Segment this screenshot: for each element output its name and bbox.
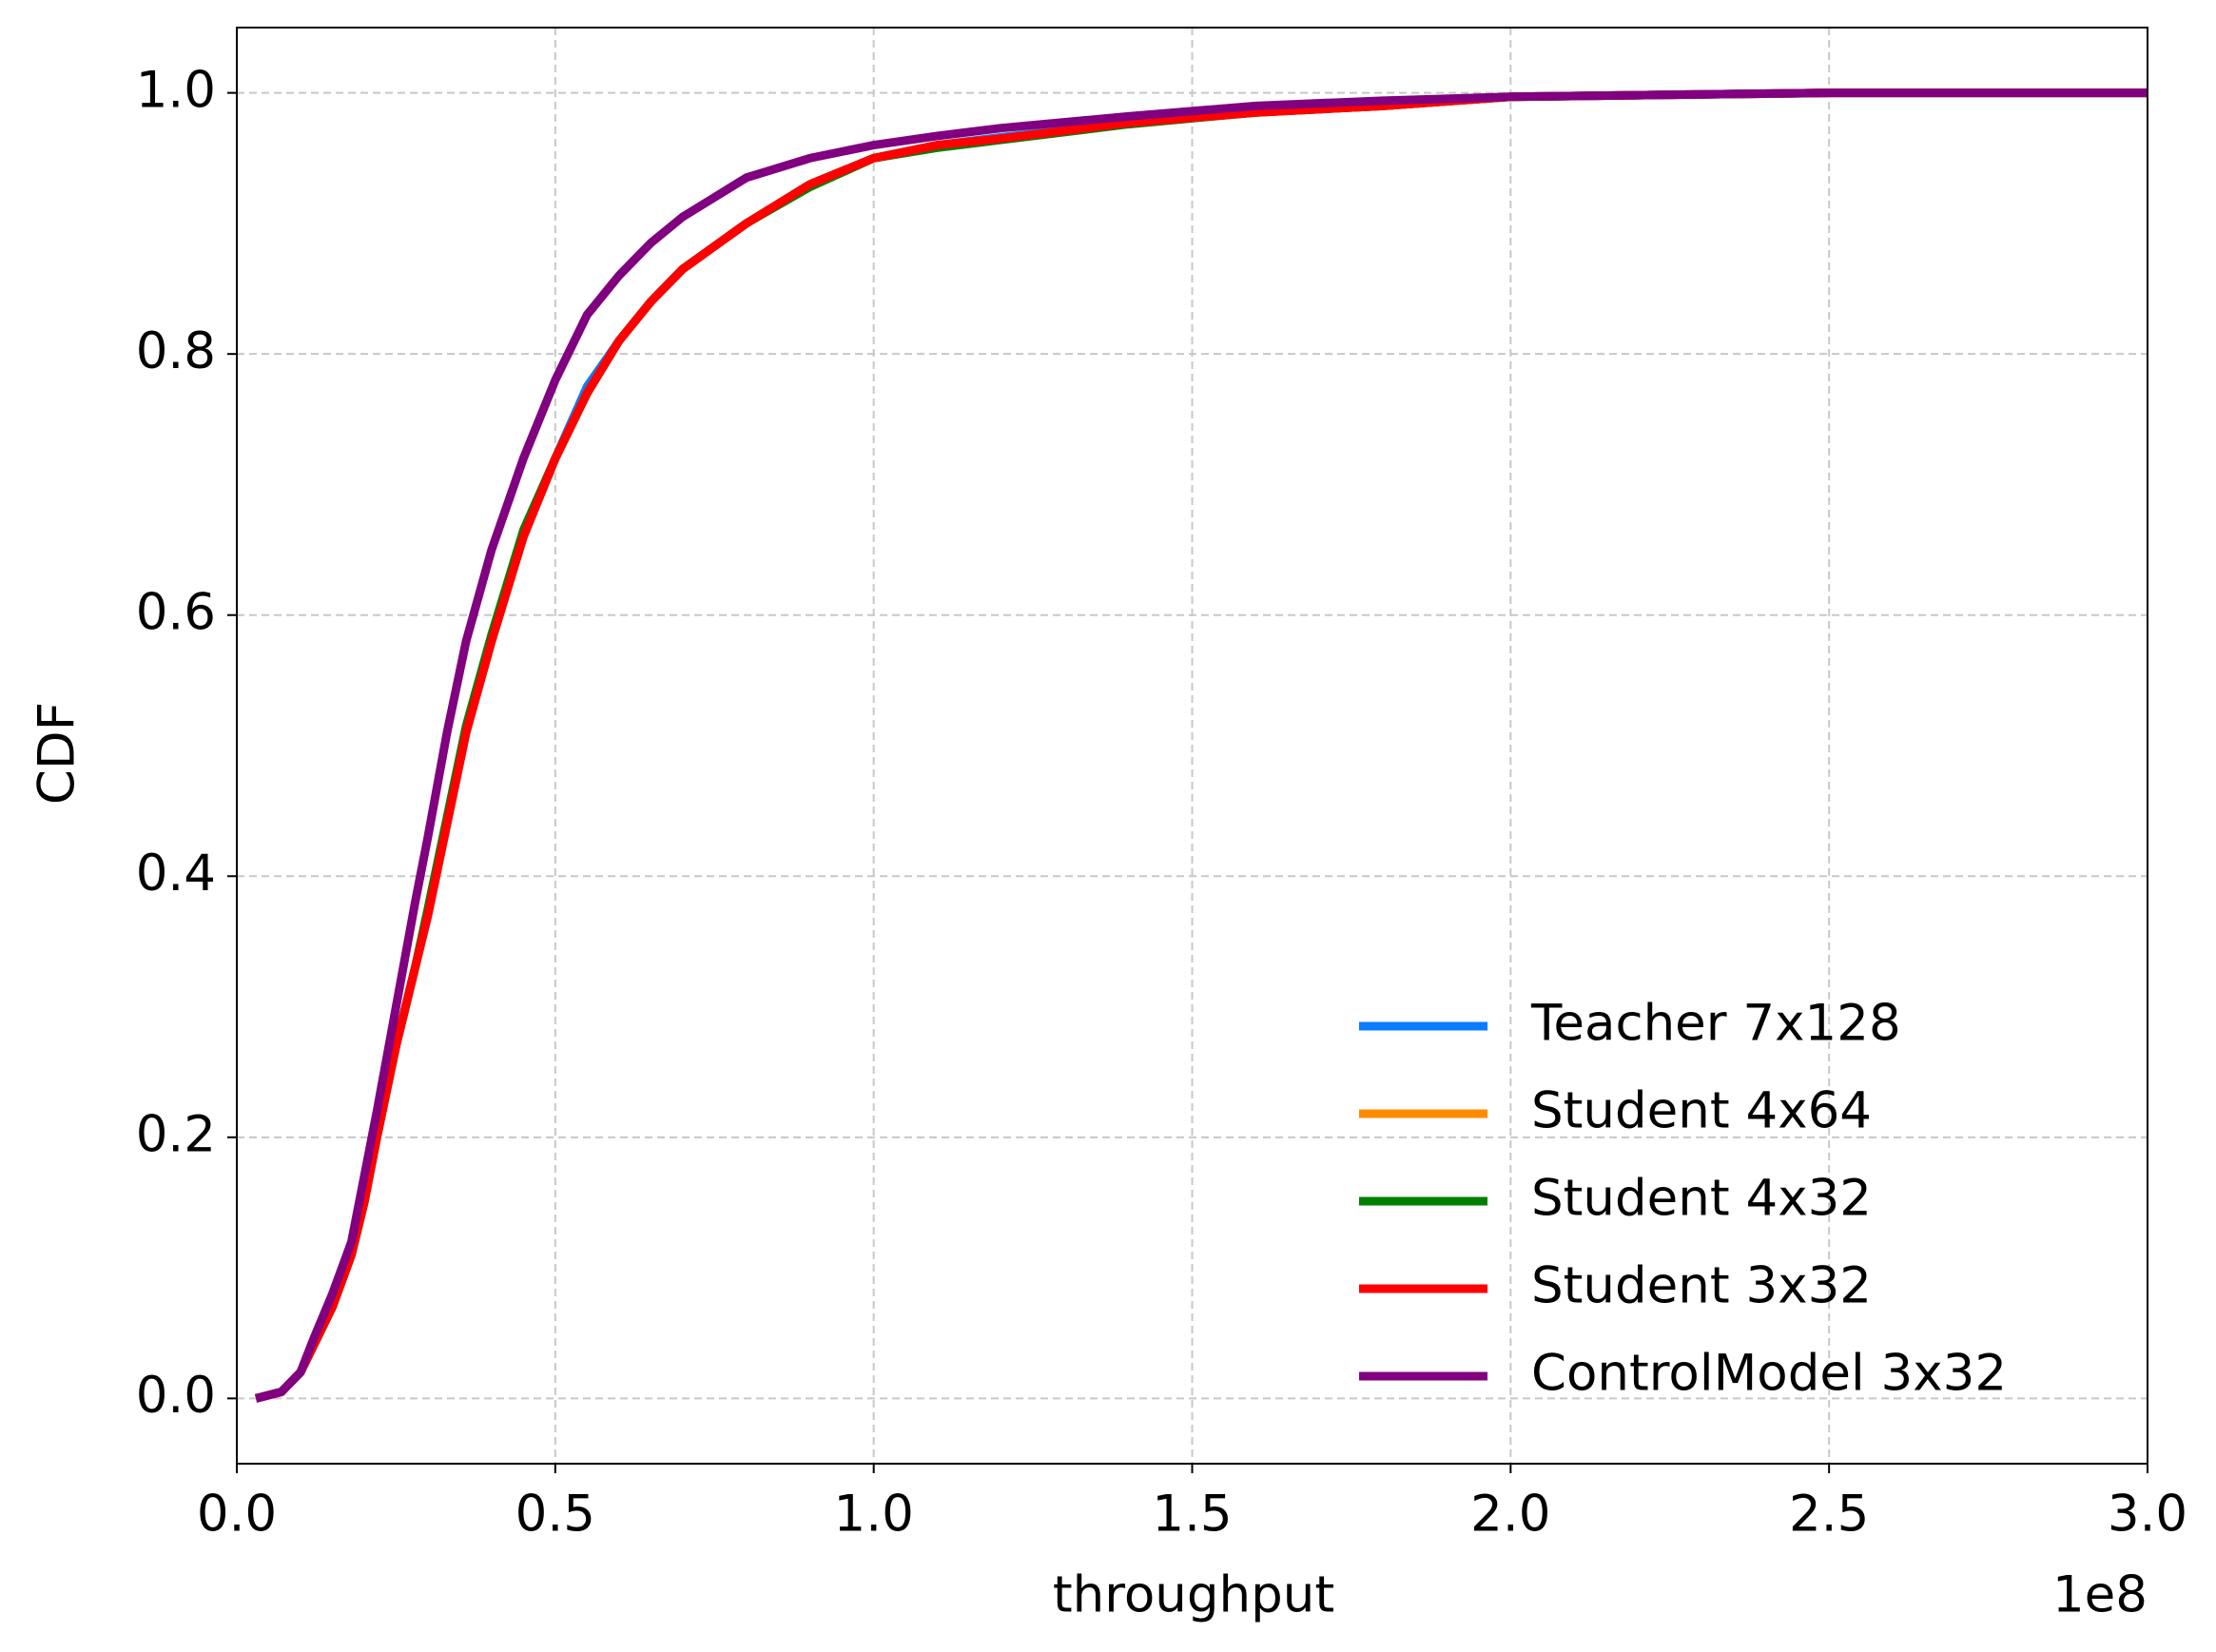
legend-label: ControlModel 3x32	[1531, 1345, 2007, 1403]
y-tick-label: 1.0	[136, 61, 216, 119]
plot-frame	[236, 27, 2148, 1465]
legend-label: Teacher 7x128	[1530, 995, 1901, 1053]
x-tick-label: 0.0	[197, 1486, 277, 1544]
y-tick-label: 0.6	[136, 583, 216, 641]
legend-label: Student 3x32	[1531, 1257, 1872, 1315]
x-offset-label: 1e8	[2052, 1566, 2148, 1624]
series-line	[254, 88, 2148, 1403]
x-tick-label: 1.5	[1152, 1486, 1232, 1544]
y-tick-label: 0.0	[136, 1367, 216, 1425]
x-tick-label: 0.5	[515, 1486, 595, 1544]
y-tick-label: 0.4	[136, 845, 216, 903]
series-line	[254, 88, 2148, 1403]
x-tick-label: 1.0	[834, 1486, 914, 1544]
y-tick-label: 0.8	[136, 322, 216, 380]
legend-label: Student 4x32	[1531, 1170, 1872, 1228]
x-tick-label: 2.0	[1470, 1486, 1550, 1544]
y-tick-label: 0.2	[136, 1105, 216, 1163]
x-axis-label: throughput	[1053, 1566, 1334, 1624]
x-tick-label: 3.0	[2108, 1486, 2187, 1544]
y-axis-label: CDF	[29, 702, 87, 805]
legend-label: Student 4x64	[1531, 1082, 1872, 1140]
x-tick-label: 2.5	[1789, 1486, 1869, 1544]
